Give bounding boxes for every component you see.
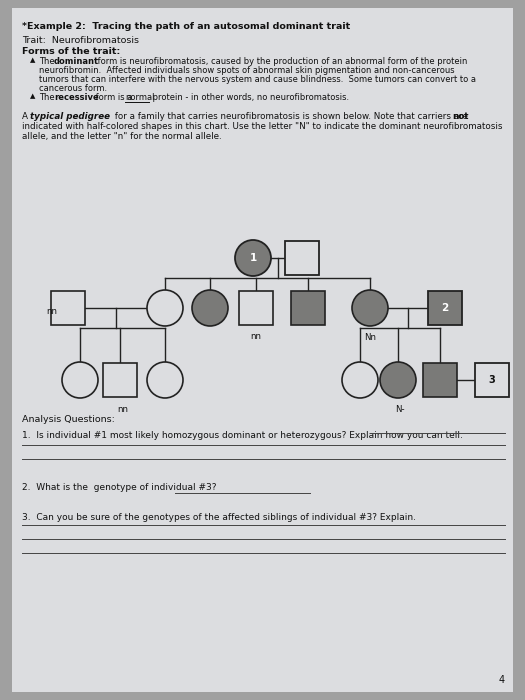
Text: *Example 2:  Tracing the path of an autosomal dominant trait: *Example 2: Tracing the path of an autos… bbox=[22, 22, 350, 31]
Text: 2: 2 bbox=[442, 303, 449, 313]
Bar bbox=[103, 363, 137, 397]
Bar bbox=[291, 291, 325, 325]
Text: 3: 3 bbox=[489, 375, 496, 385]
Circle shape bbox=[192, 290, 228, 326]
Text: 4: 4 bbox=[499, 675, 505, 685]
Text: The: The bbox=[39, 57, 57, 66]
Circle shape bbox=[62, 362, 98, 398]
Text: form is neurofibromatosis, caused by the production of an abnormal form of the p: form is neurofibromatosis, caused by the… bbox=[95, 57, 467, 66]
Text: nn: nn bbox=[117, 405, 128, 414]
FancyBboxPatch shape bbox=[12, 8, 513, 692]
Text: indicated with half-colored shapes in this chart. Use the letter "N" to indicate: indicated with half-colored shapes in th… bbox=[22, 122, 502, 131]
Text: form is a: form is a bbox=[93, 93, 135, 102]
Bar bbox=[423, 363, 457, 397]
Text: typical pedigree: typical pedigree bbox=[30, 112, 110, 121]
Text: N-: N- bbox=[395, 405, 405, 414]
Text: protein - in other words, no neurofibromatosis.: protein - in other words, no neurofibrom… bbox=[150, 93, 349, 102]
Bar bbox=[428, 291, 462, 325]
Circle shape bbox=[147, 362, 183, 398]
Text: Forms of the trait:: Forms of the trait: bbox=[22, 47, 120, 56]
Text: normal: normal bbox=[125, 93, 154, 102]
Circle shape bbox=[147, 290, 183, 326]
Circle shape bbox=[342, 362, 378, 398]
Circle shape bbox=[235, 240, 271, 276]
Text: nn: nn bbox=[47, 307, 58, 316]
Text: The: The bbox=[39, 93, 57, 102]
Text: 1: 1 bbox=[249, 253, 257, 263]
Text: not: not bbox=[452, 112, 468, 121]
Text: nn: nn bbox=[250, 332, 261, 341]
Bar bbox=[475, 363, 509, 397]
Text: cancerous form.: cancerous form. bbox=[39, 84, 107, 93]
Circle shape bbox=[380, 362, 416, 398]
Text: Trait:  Neurofibromatosis: Trait: Neurofibromatosis bbox=[22, 36, 139, 45]
Text: dominant: dominant bbox=[54, 57, 99, 66]
Text: ▲: ▲ bbox=[30, 57, 35, 63]
Bar bbox=[51, 291, 85, 325]
Text: recessive: recessive bbox=[54, 93, 99, 102]
Text: 2.  What is the  genotype of individual #3?: 2. What is the genotype of individual #3… bbox=[22, 483, 216, 492]
Text: tumors that can interfere with the nervous system and cause blindness.  Some tum: tumors that can interfere with the nervo… bbox=[39, 75, 476, 84]
Text: allele, and the letter "n" for the normal allele.: allele, and the letter "n" for the norma… bbox=[22, 132, 222, 141]
Text: 1.  Is individual #1 most likely homozygous dominant or heterozygous? Explain ho: 1. Is individual #1 most likely homozygo… bbox=[22, 431, 463, 440]
Text: ▲: ▲ bbox=[30, 93, 35, 99]
Bar bbox=[239, 291, 273, 325]
Bar bbox=[285, 241, 319, 275]
Text: Analysis Questions:: Analysis Questions: bbox=[22, 415, 115, 424]
Text: for a family that carries neurofibromatosis is shown below. Note that carriers a: for a family that carries neurofibromato… bbox=[112, 112, 470, 121]
Text: A: A bbox=[22, 112, 31, 121]
Text: neurofibromin.  Affected individuals show spots of abnormal skin pigmentation an: neurofibromin. Affected individuals show… bbox=[39, 66, 455, 75]
Text: Nn: Nn bbox=[364, 333, 376, 342]
Text: 3.  Can you be sure of the genotypes of the affected siblings of individual #3? : 3. Can you be sure of the genotypes of t… bbox=[22, 513, 416, 522]
Circle shape bbox=[352, 290, 388, 326]
